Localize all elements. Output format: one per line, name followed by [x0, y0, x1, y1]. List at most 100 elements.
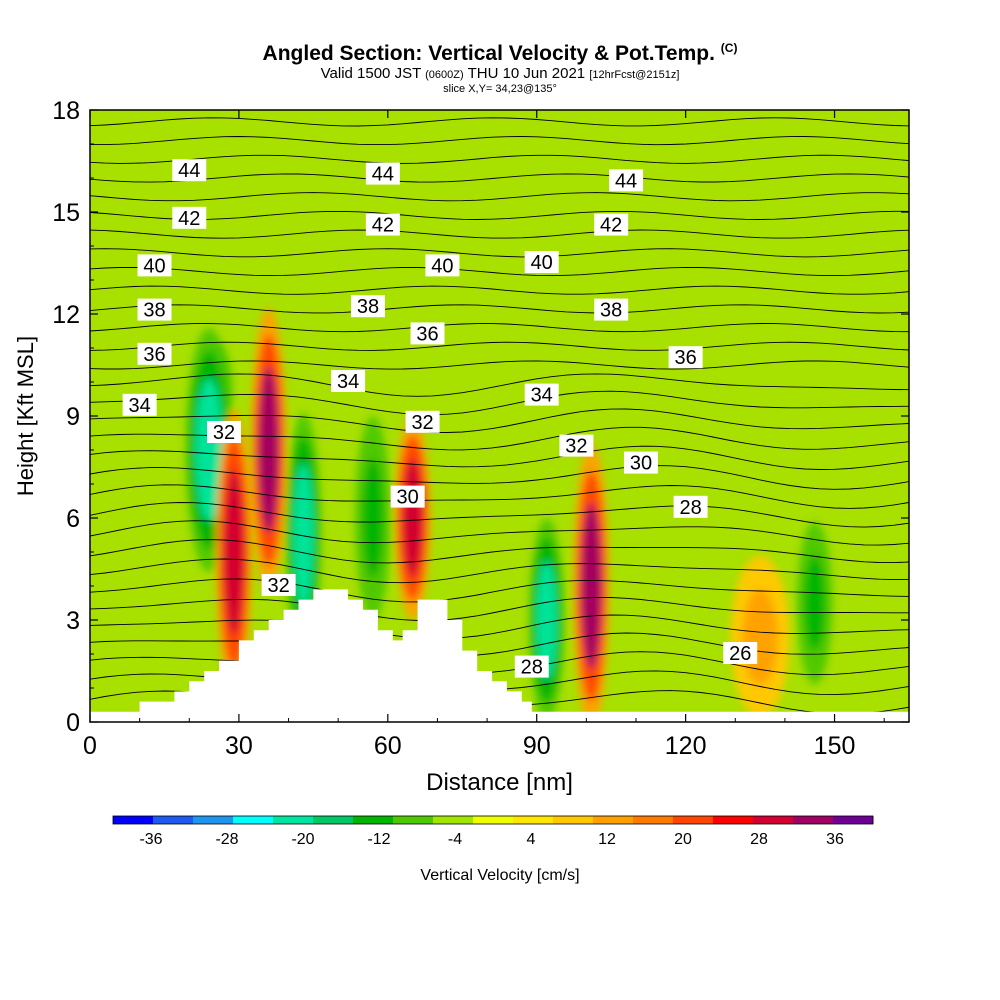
contour-label: 40	[425, 254, 460, 277]
colorbar-tick-label: -20	[291, 831, 314, 848]
theta-contour	[90, 360, 909, 370]
contour-label-text: 30	[630, 453, 652, 475]
x-tick-label: 150	[814, 732, 856, 760]
velocity-cell	[536, 560, 558, 680]
colorbar-swatch	[673, 816, 714, 824]
colorbar-swatch	[353, 816, 394, 824]
y-axis-label: Height [Kft MSL]	[13, 336, 38, 496]
colorbar-swatch	[113, 816, 154, 824]
valid-utc: (0600Z)	[425, 69, 464, 81]
velocity-cell	[223, 468, 245, 636]
contour-label-text: 40	[431, 255, 453, 277]
contour-label: 28	[673, 495, 708, 519]
colorbar-swatch	[833, 816, 874, 824]
chart-title-block: Angled Section: Vertical Velocity & Pot.…	[0, 36, 1000, 95]
theta-contour	[90, 304, 909, 314]
colorbar-swatch	[393, 816, 434, 824]
contour-label: 34	[122, 393, 157, 417]
contour-label: 38	[350, 295, 385, 318]
colorbar-tick-label: 20	[674, 831, 692, 848]
theta-contour	[90, 484, 909, 509]
theta-contour	[90, 285, 909, 295]
y-tick-label: 12	[52, 301, 80, 329]
colorbar-swatch	[713, 816, 754, 824]
contour-label: 34	[524, 383, 559, 407]
x-tick-label: 120	[665, 732, 707, 760]
theta-contour	[90, 502, 909, 528]
contour-label-text: 32	[267, 575, 289, 597]
theta-contour	[90, 248, 909, 258]
colorbar-swatch	[193, 816, 234, 824]
colorbar-tick-label: 36	[826, 831, 844, 848]
colorbar: -36 -28 -20 -12 -4 4 12 20 28 36 Vertical Velocity…	[112, 815, 874, 884]
theta-contour	[90, 539, 909, 564]
colorbar-frame	[112, 815, 874, 825]
contour-label: 30	[623, 451, 658, 475]
colorbar-swatch	[553, 816, 594, 824]
slice-info: slice X,Y= 34,23@135°	[443, 83, 557, 95]
y-tick-label: 6	[66, 505, 80, 533]
colorbar-swatch	[593, 816, 634, 824]
theta-contour	[90, 323, 909, 333]
contour-label: 32	[261, 574, 296, 597]
forecast-info: [12hrFcst@2151z]	[589, 69, 680, 81]
x-tick-label: 90	[523, 732, 551, 760]
theta-contour	[90, 445, 909, 470]
colorbar-tick-label: -36	[139, 831, 162, 848]
theta-contour	[90, 229, 909, 239]
colorbar-swatch	[313, 816, 354, 824]
contour-label: 40	[524, 251, 559, 274]
x-tick-label: 30	[225, 732, 253, 760]
contour-label-text: 40	[531, 252, 553, 274]
contour-label: 26	[723, 642, 758, 665]
theta-contour	[90, 192, 909, 202]
colorbar-tick-label: -12	[367, 831, 390, 848]
plot-area: 44 44 44 42 42 42 40 40 40 38 38 38 36 36 36 34 34 34 32 32…	[90, 110, 909, 722]
contour-label: 32	[559, 434, 594, 458]
contour-label-text: 44	[178, 160, 200, 182]
contour-label-text: 34	[531, 385, 553, 407]
contour-label-text: 38	[143, 300, 165, 322]
contour-label: 28	[514, 655, 549, 679]
y-tick-label: 15	[52, 199, 80, 227]
contour-label-text: 28	[521, 657, 543, 679]
theta-contour	[90, 341, 909, 351]
contour-label: 40	[137, 254, 172, 277]
contour-label: 34	[331, 370, 366, 393]
contour-label: 42	[172, 206, 207, 230]
contour-label: 44	[365, 162, 400, 186]
contour-label: 36	[137, 342, 172, 366]
contour-label-text: 36	[143, 344, 165, 366]
contour-label-text: 32	[565, 436, 587, 458]
theta-contour	[90, 558, 909, 584]
theta-contour	[90, 632, 909, 657]
theta-contour	[90, 614, 909, 640]
theta-contour	[90, 173, 909, 183]
contour-label-text: 36	[416, 323, 438, 345]
contour-label: 32	[405, 410, 440, 434]
contour-label-text: 36	[675, 347, 697, 369]
contour-label: 38	[594, 298, 629, 322]
contour-label: 38	[137, 298, 172, 322]
theta-contour	[90, 266, 909, 277]
contour-label: 32	[207, 421, 242, 444]
terrain	[90, 589, 909, 722]
colorbar-swatch	[793, 816, 834, 824]
theta-contour	[90, 210, 909, 220]
contour-label: 44	[609, 169, 644, 192]
y-tick-label: 18	[52, 97, 80, 125]
theta-contour	[90, 117, 909, 127]
contour-label-text: 26	[729, 643, 751, 665]
contour-label-text: 30	[397, 487, 419, 509]
colorbar-tick-label: 28	[750, 831, 768, 848]
colorbar-tick-label: -4	[448, 831, 462, 848]
theta-contour	[90, 520, 909, 546]
chart-subtitle: Valid 1500 JST (0600Z) THU 10 Jun 2021 […	[0, 66, 1000, 83]
contour-label-text: 44	[615, 170, 637, 192]
theta-contour	[90, 578, 909, 603]
contour-label-text: 42	[178, 208, 200, 230]
x-tick-label: 60	[374, 732, 402, 760]
colorbar-swatch	[473, 816, 514, 824]
colorbar-tick-label: 12	[598, 831, 616, 848]
